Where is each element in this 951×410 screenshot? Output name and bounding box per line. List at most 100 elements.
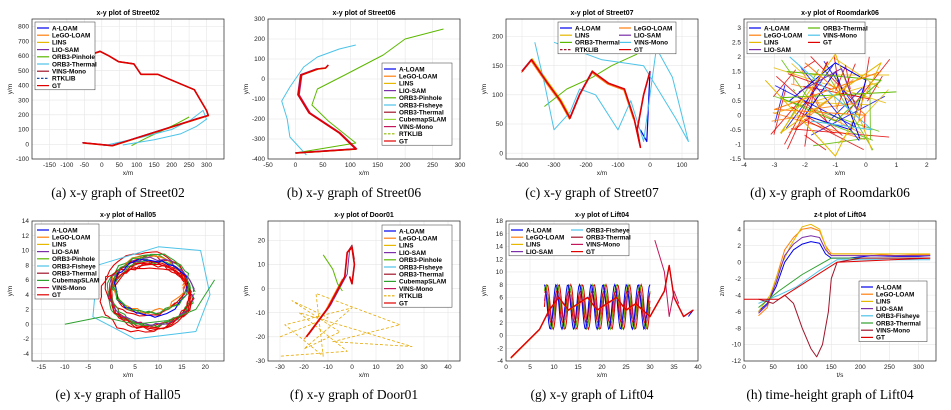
- x-tick-label: 0: [100, 162, 104, 169]
- legend-label: LINS: [399, 81, 414, 88]
- y-axis-label: z/m: [719, 286, 726, 296]
- x-tick-label: -100: [60, 162, 73, 169]
- series-line-orb3-fisheye: [758, 259, 931, 304]
- series-line-orb3-pinhole: [322, 254, 343, 292]
- legend-label: VINS-Mono: [52, 69, 86, 76]
- chart-title: x-y plot of Door01: [334, 212, 394, 219]
- y-tick-label: 1: [737, 83, 741, 90]
- y-tick-label: 14: [22, 218, 30, 225]
- x-tick-label: 0: [350, 364, 354, 371]
- series-line-lio-sam: [758, 235, 931, 314]
- legend-label: GT: [586, 249, 595, 256]
- legend-label: A-LOAM: [526, 227, 552, 234]
- y-tick-label: 200: [254, 36, 265, 43]
- x-tick-label: 30: [646, 364, 654, 371]
- series-line-orb3-thermal: [544, 53, 638, 107]
- trajectory-segment: [813, 137, 866, 147]
- trajectory-segment: [787, 73, 832, 90]
- y-tick-label: 12: [496, 256, 504, 263]
- series-line-lins: [758, 223, 931, 312]
- legend-box: [557, 21, 677, 55]
- legend-label: ORB3-Pinhole: [52, 54, 95, 61]
- legend-box: [746, 21, 866, 55]
- y-tick-label: 10: [22, 248, 30, 255]
- y-tick-label: 12: [22, 233, 30, 240]
- x-tick-label: 100: [797, 364, 808, 371]
- y-tick-label: 2: [499, 320, 503, 327]
- legend-label: A-LOAM: [876, 284, 902, 291]
- legend-label: LIO-SAM: [399, 250, 426, 257]
- legend-label: LeGO-LOAM: [764, 33, 802, 40]
- legend-label: LeGO-LOAM: [526, 235, 564, 242]
- legend-label: A-LOAM: [575, 25, 601, 32]
- legend: A-LOAM LeGO-LOAM LINS LIO-SAM ORB3-Thermal VI…: [557, 21, 677, 55]
- x-tick-label: 0: [864, 162, 868, 169]
- series-line-rtklib: [279, 293, 413, 357]
- x-tick-label: 300: [913, 364, 924, 371]
- x-tick-label: 25: [622, 364, 630, 371]
- legend-label: ORB3-Thermal: [52, 61, 97, 68]
- x-tick-label: 0: [504, 364, 508, 371]
- x-tick-label: 300: [455, 162, 466, 169]
- legend-label: LINS: [575, 33, 590, 40]
- y-tick-label: -20: [256, 334, 266, 341]
- legend-label: VINS-Mono: [586, 242, 620, 249]
- y-tick-label: 300: [18, 97, 29, 104]
- panel-d: x-y plot of Roomdark06 -4 -3 -2 -1 0 1 2 -1.5 -1 -…: [714, 5, 946, 205]
- x-tick-label: 40: [694, 364, 702, 371]
- trajectory-segment: [773, 67, 887, 104]
- x-tick-label: 0: [110, 364, 114, 371]
- caption-a: (a) x-y graph of Street02: [51, 185, 185, 200]
- trajectory-loop: [113, 258, 189, 318]
- y-tick-label: -0.5: [730, 127, 742, 134]
- x-tick-label: -200: [579, 162, 592, 169]
- caption-h: (h) time-height graph of Lift04: [746, 387, 914, 402]
- y-tick-label: 100: [492, 92, 503, 99]
- y-tick-label: -1.5: [730, 156, 742, 163]
- y-axis-label: y/m: [243, 286, 250, 296]
- x-axis-label: x/m: [597, 170, 607, 177]
- y-axis-label: y/m: [481, 286, 488, 296]
- y-tick-label: -1: [735, 142, 741, 149]
- legend-label: GT: [634, 47, 643, 54]
- legend-label: A-LOAM: [399, 228, 425, 235]
- trajectory-segment: [781, 59, 809, 99]
- plot-frame: [743, 220, 937, 362]
- legend-label: GT: [399, 138, 408, 145]
- trajectory-segment: [772, 112, 866, 140]
- chart-title: x-y plot of Street02: [96, 10, 159, 17]
- trajectory-segment: [774, 85, 786, 123]
- chart-title: x-y plot of Hall05: [100, 212, 156, 219]
- trajectory-loop: [110, 260, 193, 328]
- plot-frame: [267, 220, 461, 362]
- y-axis-label: y/m: [719, 84, 726, 94]
- x-tick-label: 5: [528, 364, 532, 371]
- y-tick-label: -12: [732, 358, 742, 365]
- trajectory-segment: [838, 89, 889, 144]
- y-tick-label: 200: [492, 34, 503, 41]
- y-axis-label: y/m: [481, 84, 488, 94]
- legend: A-LOAMLeGO-LOAMLINSLIO-SAMORB3-PinholeOR…: [34, 21, 97, 91]
- caption-f: (f) x-y graph of Door01: [289, 387, 419, 402]
- legend-label: ORB3-Thermal: [575, 40, 620, 47]
- x-tick-label: 5: [133, 364, 137, 371]
- y-tick-label: 2: [737, 54, 741, 61]
- x-tick-label: -300: [547, 162, 560, 169]
- caption-b: (b) x-y graph of Street06: [286, 185, 422, 200]
- plot-svg-g: x-y plot of Lift04 0 5 10 15 20 25 30 35 40 -4 -2 0 2…: [481, 212, 702, 379]
- trajectory-segment: [775, 85, 855, 127]
- x-tick-label: -5: [85, 364, 91, 371]
- y-tick-label: -10: [256, 310, 266, 317]
- series-line-lins: [764, 53, 882, 157]
- x-tick-label: 50: [769, 364, 777, 371]
- y-tick-label: 0: [499, 150, 503, 157]
- y-tick-label: 0: [25, 321, 29, 328]
- legend-label: GT: [823, 40, 832, 47]
- y-tick-label: 14: [496, 244, 504, 251]
- x-tick-label: 20: [598, 364, 606, 371]
- x-axis-label: x/m: [123, 170, 133, 177]
- legend-label: VINS-Mono: [823, 33, 857, 40]
- y-tick-label: -300: [252, 136, 265, 143]
- plot-frame: [267, 18, 461, 160]
- y-tick-label: 0: [25, 141, 29, 148]
